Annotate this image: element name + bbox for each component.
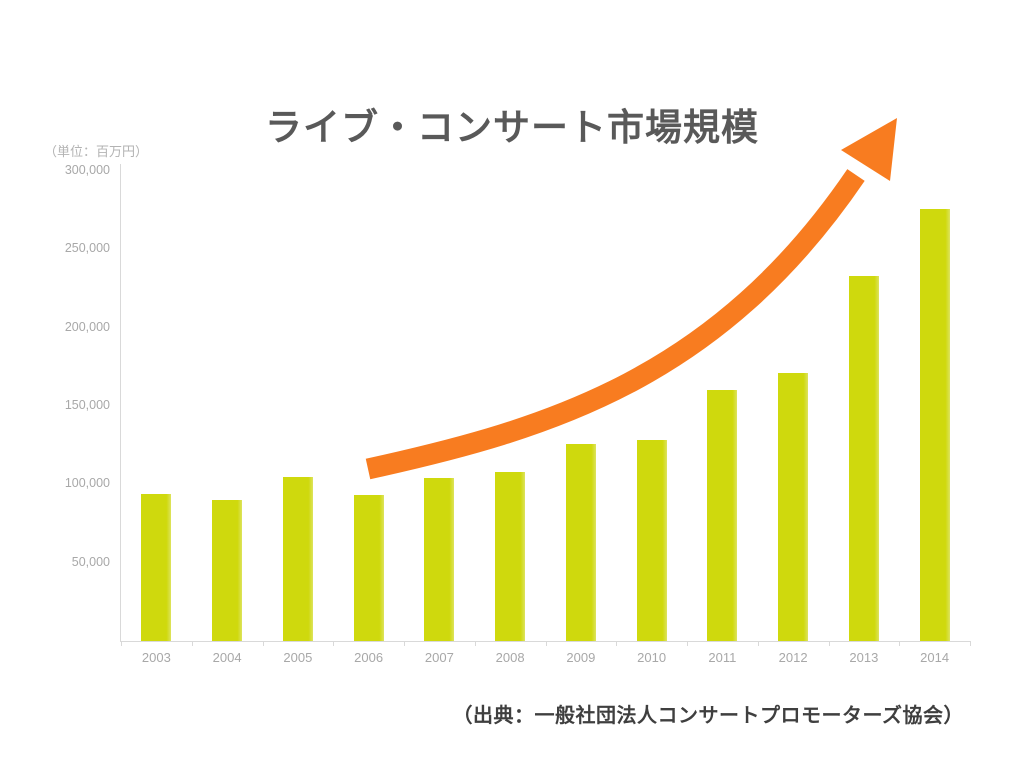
x-tick-label: 2007 <box>424 650 454 665</box>
x-tick-mark <box>474 641 476 646</box>
y-axis-unit-label: （単位：百万円） <box>44 144 149 159</box>
x-tick-label: 2006 <box>354 650 384 665</box>
bar-2012 <box>778 373 809 641</box>
x-tick-mark <box>687 641 688 646</box>
x-tick-mark <box>899 641 901 646</box>
x-tick-label: 2012 <box>778 650 808 665</box>
y-tick-label: 300,000 <box>64 163 110 177</box>
x-tick-mark <box>970 641 971 646</box>
x-tick-mark <box>121 641 122 646</box>
x-tick-label: 2009 <box>566 650 596 665</box>
x-tick-mark <box>828 641 830 646</box>
x-tick-label: 2005 <box>283 650 313 665</box>
bar-2013 <box>848 275 879 641</box>
bar-2014 <box>919 208 950 641</box>
bar-2007 <box>424 478 455 641</box>
x-tick-mark <box>404 641 405 646</box>
y-axis-line <box>120 164 121 641</box>
x-tick-label: 2014 <box>920 650 950 665</box>
x-tick-label: 2008 <box>495 650 525 665</box>
x-tick-label: 2013 <box>849 650 879 665</box>
x-tick-mark <box>262 641 264 646</box>
bar-2005 <box>282 476 313 641</box>
x-tick-mark <box>191 641 193 646</box>
x-tick-label: 2003 <box>141 650 171 665</box>
y-tick-label: 250,000 <box>64 241 110 256</box>
x-tick-mark <box>616 641 618 646</box>
x-tick-mark <box>333 641 335 646</box>
x-tick-label: 2004 <box>212 650 242 665</box>
bar-2004 <box>212 500 243 641</box>
y-tick-label: 100,000 <box>64 476 110 491</box>
source-caption: （出典：一般社団法人コンサートプロモーターズ協会） <box>452 705 964 727</box>
chart-title: ライブ・コンサート市場規模 <box>265 106 759 148</box>
y-tick-label: 200,000 <box>64 319 110 334</box>
bar-2008 <box>495 471 526 641</box>
y-tick-label: 150,000 <box>64 398 110 412</box>
x-tick-label: 2011 <box>708 650 737 665</box>
bar-2011 <box>707 390 738 641</box>
x-tick-mark <box>545 641 547 646</box>
bar-2006 <box>353 495 384 641</box>
y-tick-label: 50,000 <box>71 554 110 569</box>
bar-2003 <box>141 493 172 641</box>
bar-2009 <box>565 443 596 641</box>
x-tick-mark <box>757 641 759 646</box>
x-tick-label: 2010 <box>637 650 667 665</box>
bar-2010 <box>636 440 667 641</box>
